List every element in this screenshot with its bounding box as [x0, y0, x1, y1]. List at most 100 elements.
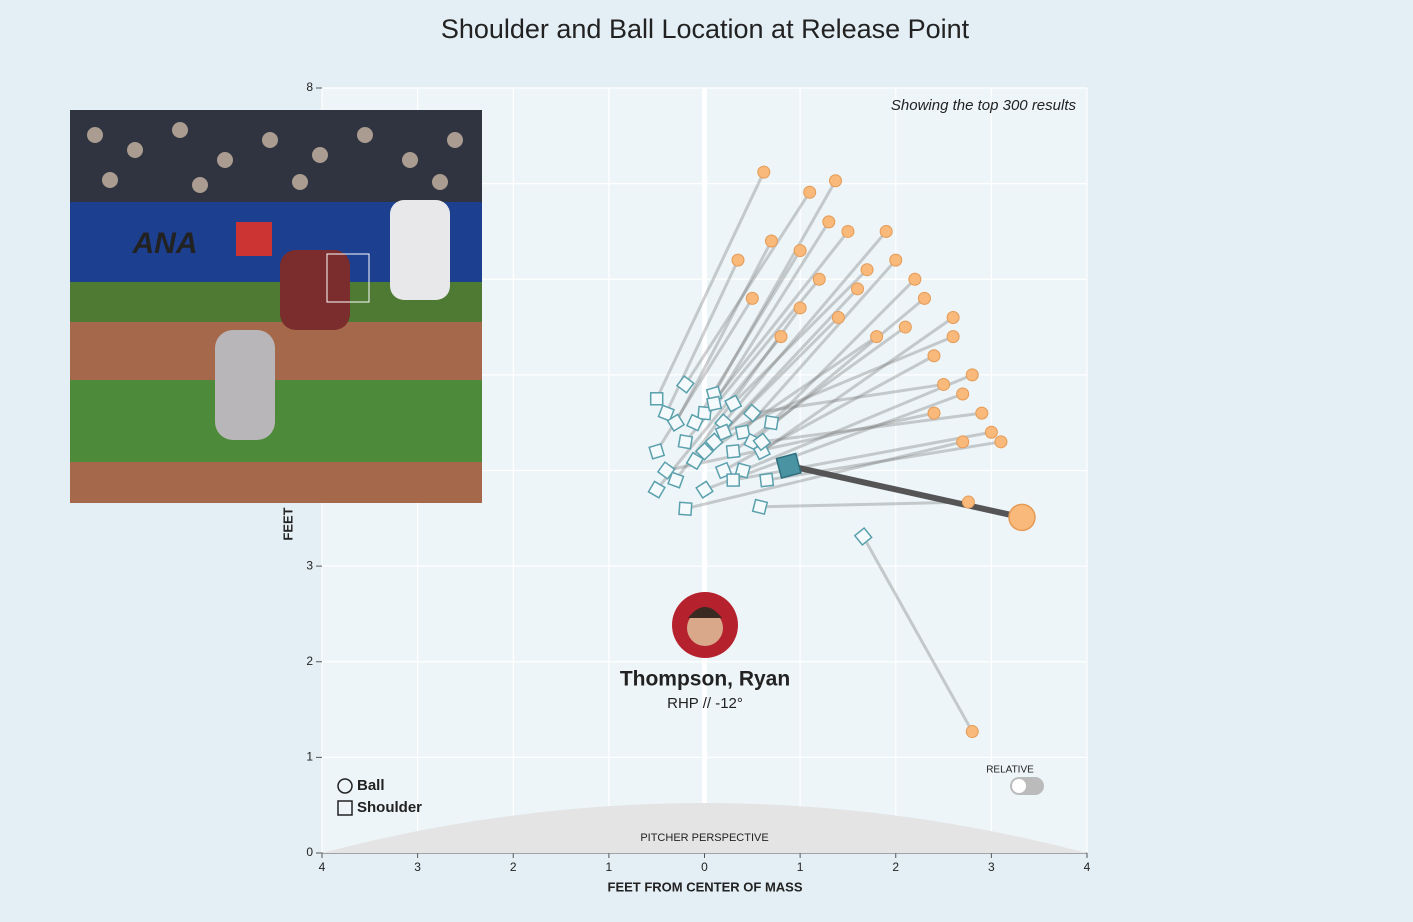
- shoulder-point: [677, 433, 694, 450]
- shoulder-point: [752, 432, 772, 452]
- shoulder-point: [649, 392, 664, 406]
- connector: [751, 297, 926, 443]
- connector: [761, 316, 954, 453]
- ball-point: [975, 406, 989, 420]
- y-tick-label: 3: [306, 558, 313, 572]
- ball-point: [946, 311, 960, 324]
- connector: [665, 411, 935, 472]
- connector: [712, 180, 837, 395]
- connector: [655, 171, 766, 400]
- connector: [694, 335, 878, 463]
- headshot-face: [687, 610, 723, 646]
- connector: [732, 268, 869, 405]
- ball-point: [927, 406, 941, 420]
- legend-marker: [337, 800, 353, 816]
- shoulder-point: [648, 442, 666, 460]
- shoulder-point: [759, 472, 775, 488]
- y-tick-label: 0: [306, 845, 313, 859]
- shoulder-point: [685, 451, 705, 471]
- pitcher-card: Thompson, Ryan RHP // -12°: [620, 592, 790, 712]
- ball-point: [956, 387, 970, 401]
- results-note: Showing the top 300 results: [891, 97, 1077, 114]
- shoulder-point: [704, 432, 724, 452]
- x-tick-label: 2: [510, 860, 517, 874]
- shoulder-point: [695, 480, 714, 499]
- shoulder-point: [678, 501, 693, 516]
- ball-point: [764, 234, 778, 248]
- connector: [861, 535, 974, 733]
- ball-point: [879, 224, 893, 238]
- ball-point: [965, 368, 979, 382]
- connector: [742, 373, 973, 472]
- connector: [732, 430, 992, 482]
- ball-point: [946, 330, 960, 344]
- ball-point: [793, 244, 807, 258]
- shoulder-point: [734, 424, 751, 441]
- x-tick-label: 0: [701, 860, 708, 874]
- ball-point: [898, 320, 912, 334]
- chart-title: Shoulder and Ball Location at Release Po…: [441, 14, 970, 44]
- ball-point: [851, 282, 864, 296]
- ball-point: [829, 174, 843, 188]
- shoulder-point: [706, 395, 723, 412]
- x-tick-label: 3: [988, 860, 995, 874]
- connector: [759, 500, 969, 509]
- shoulder-point: [685, 413, 704, 432]
- shoulder-point: [763, 414, 780, 431]
- legend-label: Shoulder: [357, 799, 422, 816]
- pitcher-detail: RHP // -12°: [667, 695, 743, 712]
- ball-point: [803, 185, 817, 199]
- shoulder-point: [657, 404, 675, 422]
- ball-point: [831, 311, 845, 324]
- connector: [674, 240, 773, 424]
- svg-text:ANA: ANA: [132, 227, 198, 260]
- shoulder-point: [726, 473, 741, 487]
- connector: [712, 221, 831, 405]
- toggle-knob[interactable]: [1012, 779, 1026, 793]
- x-tick-label: 4: [1084, 860, 1091, 874]
- connector: [703, 230, 850, 415]
- ball-point: [774, 330, 788, 344]
- ball-point: [731, 253, 745, 267]
- shoulder-point: [697, 405, 712, 421]
- x-tick-label: 1: [606, 860, 613, 874]
- ball-point: [889, 253, 903, 267]
- shoulder-point: [853, 526, 873, 546]
- ball-point: [917, 291, 931, 305]
- ball-point: [937, 377, 951, 391]
- connector: [664, 259, 740, 414]
- ball-point: [870, 330, 884, 344]
- y-tick-label: 8: [306, 80, 313, 94]
- ball-point: [822, 215, 836, 229]
- connector-highlight: [788, 462, 1023, 521]
- ball-point: [994, 435, 1008, 449]
- connector: [655, 335, 783, 491]
- y-tick-label: 2: [306, 654, 313, 668]
- connector: [752, 382, 944, 415]
- toggle-label: RELATIVE: [986, 765, 1034, 776]
- ball-point: [860, 263, 874, 277]
- ball-point: [984, 425, 998, 439]
- shoulder-point: [647, 480, 666, 499]
- connector: [723, 335, 954, 434]
- relative-toggle[interactable]: RELATIVE: [986, 765, 1044, 795]
- shoulder-point: [714, 423, 733, 442]
- connector: [722, 230, 888, 424]
- shoulder-point: [667, 471, 685, 489]
- legend-marker: [337, 778, 353, 794]
- x-tick-label: 3: [414, 860, 421, 874]
- x-tick-label: 4: [319, 860, 326, 874]
- connector: [741, 259, 897, 434]
- ball-point: [927, 349, 941, 363]
- ball-point: [961, 495, 975, 509]
- x-tick-label: 1: [797, 860, 804, 874]
- connector: [761, 411, 983, 444]
- connector: [684, 191, 811, 386]
- legend-label: Ball: [357, 777, 385, 794]
- shoulder-point: [666, 413, 686, 432]
- shoulder-point: [724, 394, 743, 413]
- shoulder-point: [675, 374, 695, 394]
- headshot-hair: [688, 607, 722, 618]
- shoulder-point: [694, 441, 715, 461]
